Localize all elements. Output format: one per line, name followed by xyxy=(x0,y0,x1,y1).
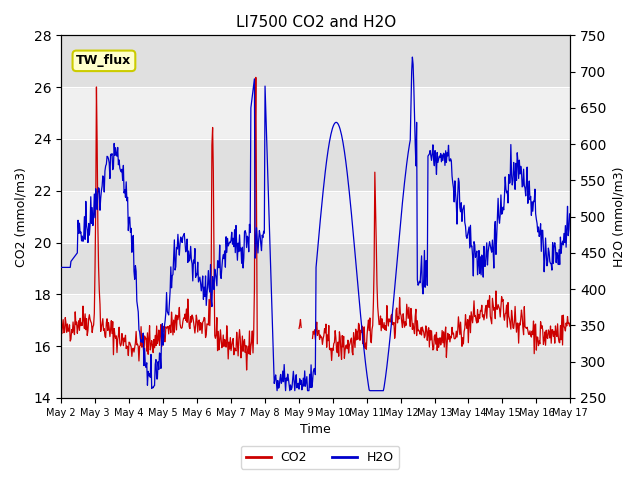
Y-axis label: H2O (mmol/m3): H2O (mmol/m3) xyxy=(612,167,625,267)
Bar xyxy=(61,139,570,191)
Title: LI7500 CO2 and H2O: LI7500 CO2 and H2O xyxy=(236,15,396,30)
Bar xyxy=(61,36,570,87)
Bar xyxy=(61,242,570,294)
Bar xyxy=(61,346,570,398)
X-axis label: Time: Time xyxy=(300,423,331,436)
Text: TW_flux: TW_flux xyxy=(76,54,132,67)
Y-axis label: CO2 (mmol/m3): CO2 (mmol/m3) xyxy=(15,167,28,266)
Legend: CO2, H2O: CO2, H2O xyxy=(241,446,399,469)
